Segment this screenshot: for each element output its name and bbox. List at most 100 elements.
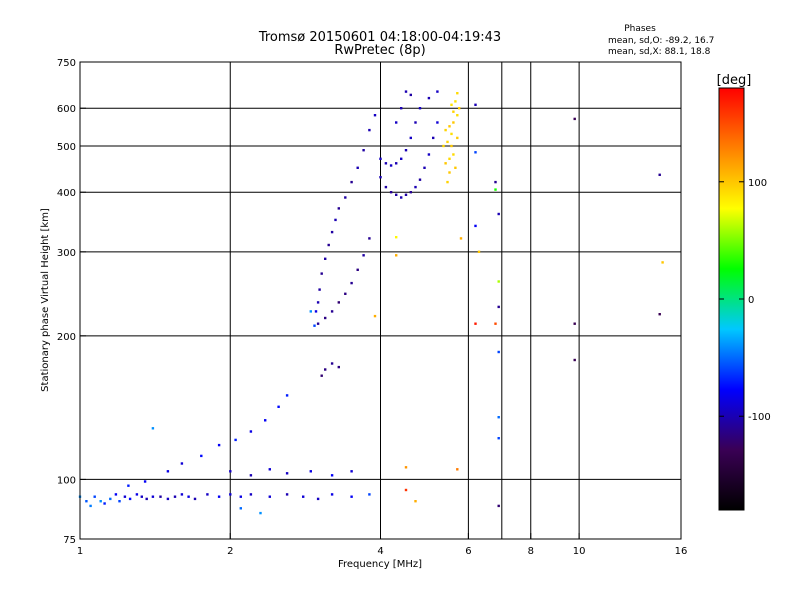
data-point (389, 164, 393, 167)
data-point (573, 358, 576, 362)
y-tick-label: 400 (57, 188, 76, 199)
data-point (337, 365, 340, 369)
data-point (414, 121, 417, 124)
data-point (404, 90, 408, 93)
data-point (474, 224, 477, 228)
data-point (118, 500, 121, 503)
data-point (368, 237, 371, 240)
data-point (114, 493, 118, 496)
data-point (436, 121, 439, 124)
phases-x-stats: mean, sd,X: 88.1, 18.8 (608, 47, 711, 57)
y-tick-label: 750 (57, 58, 76, 69)
data-point (344, 292, 347, 295)
colorbar-tick-label: -100 (748, 412, 771, 423)
data-point (497, 350, 500, 354)
data-point (446, 140, 449, 144)
y-tick-label: 600 (57, 104, 76, 115)
data-point (217, 443, 221, 447)
data-point (474, 322, 477, 325)
data-point (350, 495, 353, 498)
data-point (268, 468, 271, 471)
data-point (324, 257, 327, 260)
data-point (285, 394, 289, 397)
data-point (344, 196, 347, 199)
data-point (494, 180, 497, 184)
data-point (356, 268, 359, 271)
data-point (330, 474, 334, 477)
data-point (389, 191, 393, 194)
data-point (452, 153, 455, 156)
data-point (368, 128, 371, 132)
data-point (187, 495, 190, 498)
x-tick-label: 8 (528, 546, 534, 557)
data-point (249, 493, 253, 496)
data-point (452, 121, 455, 124)
data-point (318, 288, 321, 291)
data-point (432, 136, 435, 140)
x-axis-ticks: 1 2 4 6 8 10 16 (77, 533, 687, 557)
data-point (180, 493, 184, 496)
data-point (442, 144, 445, 148)
data-point (316, 497, 320, 501)
data-point (127, 484, 130, 487)
data-point (217, 495, 221, 498)
data-point (404, 466, 408, 469)
data-point (145, 497, 148, 501)
y-tick-label: 100 (57, 475, 76, 486)
y-tick-label: 500 (57, 142, 76, 153)
data-point (573, 322, 576, 325)
data-point (373, 114, 377, 117)
data-point (193, 497, 197, 501)
colorbar-tick-label: 100 (748, 178, 767, 189)
data-points (78, 90, 664, 515)
x-tick-label: 2 (227, 546, 233, 557)
x-axis-label: Frequency [MHz] (338, 559, 422, 570)
x-tick-label: 6 (465, 546, 471, 557)
colorbar-label: [deg] (717, 73, 752, 88)
data-point (373, 314, 377, 318)
data-point (395, 193, 398, 196)
data-point (140, 495, 143, 498)
data-point (320, 374, 323, 377)
data-point (474, 103, 477, 106)
data-point (229, 470, 232, 473)
data-point (497, 504, 500, 508)
data-point (448, 125, 451, 128)
data-point (658, 313, 661, 316)
data-point (309, 310, 312, 313)
y-axis-label: Stationary phase Virtual Height [km] (40, 208, 51, 392)
data-point (384, 185, 388, 189)
data-point (404, 488, 408, 492)
data-point (103, 502, 106, 505)
data-point (93, 495, 96, 498)
data-point (414, 500, 417, 503)
data-point (143, 480, 147, 483)
data-point (497, 416, 500, 419)
x-tick-label: 4 (377, 546, 383, 557)
data-point (324, 316, 327, 320)
data-point (316, 301, 320, 304)
data-point (497, 280, 500, 283)
data-point (384, 162, 388, 165)
data-point (264, 419, 267, 422)
data-point (456, 468, 459, 471)
data-point (268, 495, 271, 498)
data-point (277, 405, 280, 408)
data-point (151, 495, 155, 498)
data-point (409, 93, 412, 97)
data-point (404, 193, 408, 196)
colorbar-ticks: -100 0 100 (719, 178, 771, 423)
phases-o-stats: mean, sd,O: -89.2, 16.7 (608, 36, 714, 46)
data-point (395, 236, 398, 239)
data-point (456, 92, 459, 95)
data-point (395, 162, 398, 165)
data-point (109, 497, 112, 501)
data-point (427, 153, 431, 156)
data-point (330, 362, 334, 365)
data-point (418, 107, 422, 110)
data-point (334, 218, 337, 222)
data-point (450, 132, 453, 136)
data-point (330, 310, 334, 313)
data-point (173, 495, 177, 498)
